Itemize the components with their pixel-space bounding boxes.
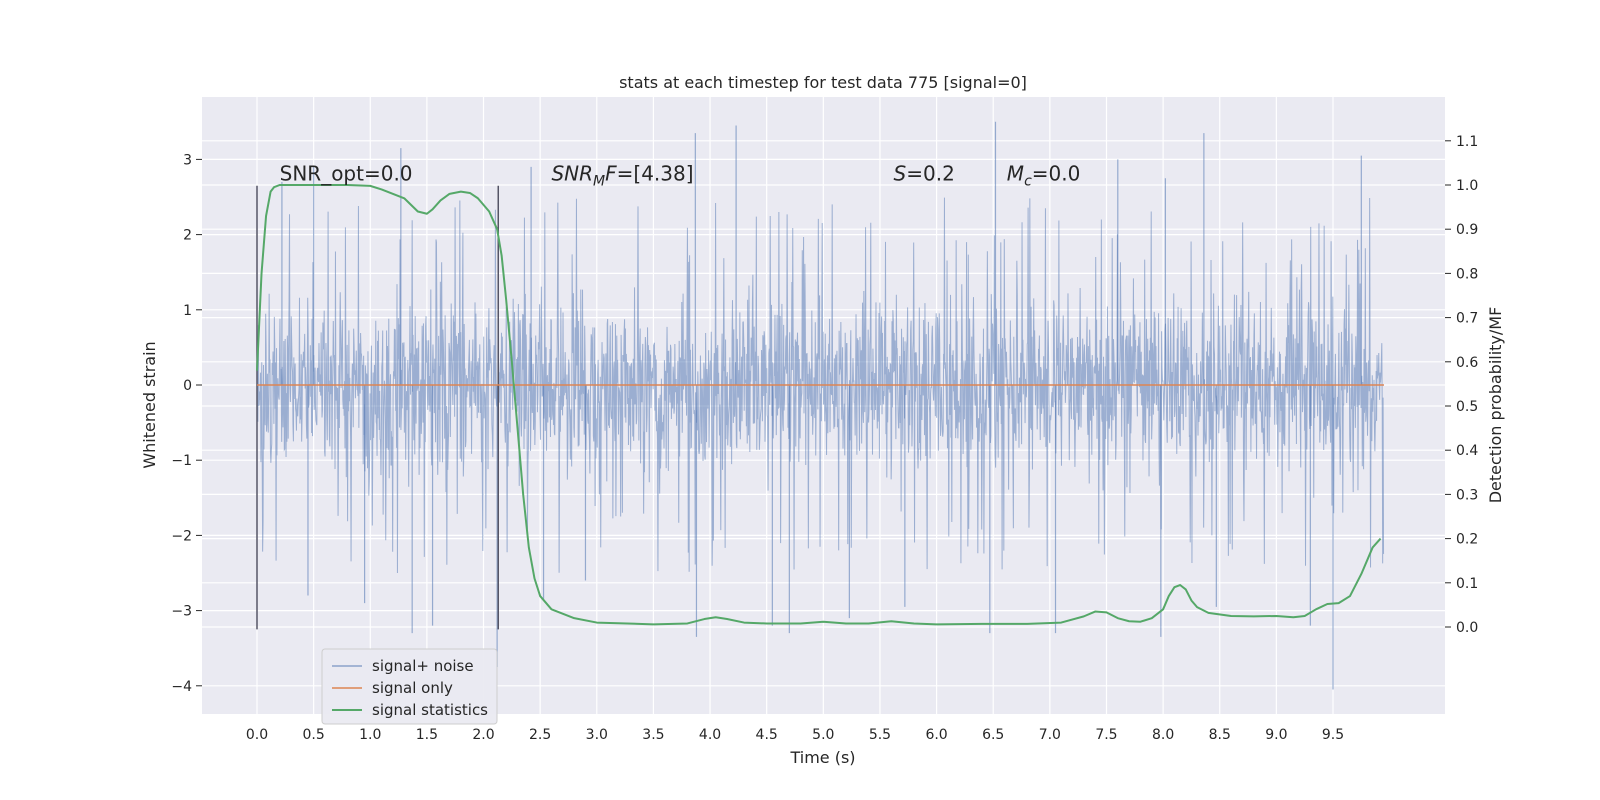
y-tick-label: 3 — [183, 152, 192, 168]
x-tick-label: 7.5 — [1095, 727, 1117, 743]
x-tick-label: 9.0 — [1265, 727, 1287, 743]
x-tick-label: 9.5 — [1322, 727, 1344, 743]
legend-label: signal+ noise — [372, 657, 474, 675]
line-layer — [256, 184, 1384, 630]
y2-tick-label: 0.5 — [1456, 399, 1478, 415]
annotation-s-value: S=0.2 — [894, 161, 955, 185]
annotation-chirp-mass: Mc=0.0 — [1007, 161, 1081, 189]
x-tick-label: 8.5 — [1209, 727, 1231, 743]
legend: signal+ noise signal only signal statistic… — [321, 648, 498, 725]
y2-tick-label: 0.4 — [1456, 443, 1478, 459]
annotation-snr-mf: SNRMF=[4.38] — [551, 161, 693, 189]
legend-label: signal statistics — [372, 701, 488, 719]
y2-tick-label: 0.6 — [1456, 355, 1478, 371]
x-tick-label: 1.5 — [416, 727, 438, 743]
y2-tick-label: 1.1 — [1456, 134, 1478, 150]
x-tick-label: 1.0 — [359, 727, 381, 743]
tick-layer: 0.0 0.5 1.0 1.5 2.0 2.5 3.0 3.5 4.0 4.5 5.0 5.5 6.0 6… — [171, 134, 1478, 743]
annotation-snr-opt: SNR_opt=0.0 — [280, 161, 413, 185]
legend-label: signal only — [372, 679, 453, 697]
x-tick-label: 0.5 — [302, 727, 324, 743]
x-tick-label: 4.0 — [699, 727, 721, 743]
y2-tick-label: 1.0 — [1456, 178, 1478, 194]
x-tick-label: 7.0 — [1039, 727, 1061, 743]
x-tick-label: 2.0 — [472, 727, 494, 743]
y2-tick-label: 0.7 — [1456, 311, 1478, 327]
x-tick-label: 6.0 — [925, 727, 947, 743]
x-axis-label: Time (s) — [789, 748, 855, 767]
y2-tick-label: 0.9 — [1456, 222, 1478, 238]
y2-tick-label: 0.2 — [1456, 532, 1478, 548]
y2-tick-label: 0.1 — [1456, 576, 1478, 592]
y-tick-label: −4 — [171, 679, 192, 695]
x-tick-label: 4.5 — [756, 727, 778, 743]
x-tick-label: 3.0 — [586, 727, 608, 743]
signal-noise-line — [256, 197, 1385, 573]
signal-statistics-line — [256, 184, 1382, 626]
x-tick-label: 2.5 — [529, 727, 551, 743]
y-tick-label: −1 — [171, 453, 192, 469]
y-tick-label: 1 — [183, 303, 192, 319]
x-tick-label: 3.5 — [642, 727, 664, 743]
y2-tick-label: 0.3 — [1456, 487, 1478, 503]
y2-axis-label: Detection probability/MF — [1486, 307, 1505, 504]
y-axis-label: Whitened strain — [140, 341, 159, 468]
y-tick-label: −3 — [171, 604, 192, 620]
x-tick-label: 5.0 — [812, 727, 834, 743]
x-tick-label: 8.0 — [1152, 727, 1174, 743]
y-tick-label: 0 — [183, 378, 192, 394]
y2-tick-label: 0.8 — [1456, 266, 1478, 282]
annotation-layer: SNR_opt=0.0 SNRMF=[4.38] S=0.2 Mc=0.0 — [280, 161, 1081, 189]
signal-noise-layer — [256, 121, 1385, 690]
x-tick-label: 6.5 — [982, 727, 1004, 743]
x-tick-label: 0.0 — [246, 727, 268, 743]
y-tick-label: 2 — [183, 228, 192, 244]
chart-title: stats at each timestep for test data 775… — [619, 73, 1027, 92]
x-tick-label: 5.5 — [869, 727, 891, 743]
legend-box — [321, 648, 498, 725]
y-tick-label: −2 — [171, 528, 192, 544]
y2-tick-label: 0.0 — [1456, 620, 1478, 636]
